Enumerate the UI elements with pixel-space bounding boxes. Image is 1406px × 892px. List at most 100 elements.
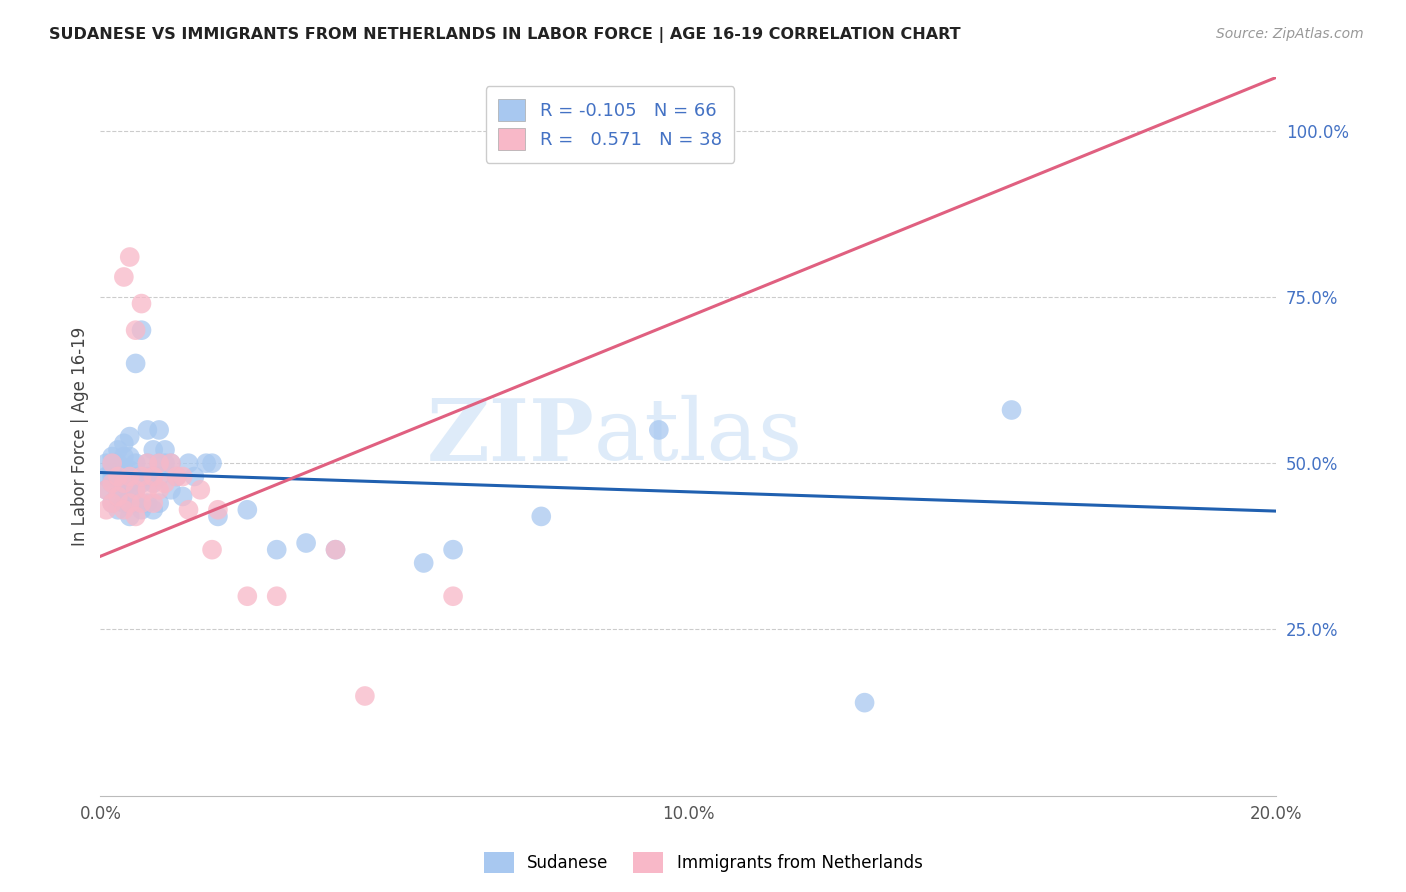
Point <box>101 456 124 470</box>
Point <box>107 502 129 516</box>
Point <box>131 476 153 491</box>
Point <box>124 483 146 497</box>
Point <box>142 442 165 457</box>
Point <box>112 483 135 497</box>
Point <box>266 542 288 557</box>
Point <box>131 502 153 516</box>
Point <box>172 490 194 504</box>
Point <box>124 323 146 337</box>
Point <box>1000 403 1022 417</box>
Point <box>207 502 229 516</box>
Point <box>207 509 229 524</box>
Point <box>148 456 170 470</box>
Point <box>142 502 165 516</box>
Point <box>142 496 165 510</box>
Point <box>124 469 146 483</box>
Point <box>648 423 671 437</box>
Legend: R = -0.105   N = 66, R =   0.571   N = 38: R = -0.105 N = 66, R = 0.571 N = 38 <box>485 87 734 163</box>
Point <box>160 456 183 470</box>
Point <box>136 496 159 510</box>
Point <box>188 483 211 497</box>
Point <box>101 496 124 510</box>
Point <box>124 456 146 470</box>
Point <box>530 509 553 524</box>
Point <box>118 476 141 491</box>
Point <box>118 496 141 510</box>
Point <box>160 456 183 470</box>
Point <box>112 270 135 285</box>
Point <box>266 589 288 603</box>
Point <box>112 502 135 516</box>
Point <box>136 456 159 470</box>
Point <box>136 469 159 483</box>
Point <box>153 456 176 470</box>
Point <box>148 496 170 510</box>
Point <box>201 542 224 557</box>
Point <box>131 496 153 510</box>
Point <box>96 483 118 497</box>
Point <box>107 469 129 483</box>
Point <box>96 502 118 516</box>
Point <box>96 456 118 470</box>
Point <box>148 483 170 497</box>
Point <box>148 469 170 483</box>
Point <box>107 490 129 504</box>
Point <box>441 589 464 603</box>
Point <box>118 429 141 443</box>
Point <box>136 456 159 470</box>
Point <box>236 502 259 516</box>
Point <box>412 556 434 570</box>
Point <box>177 456 200 470</box>
Point <box>236 589 259 603</box>
Point <box>160 483 183 497</box>
Point <box>96 483 118 497</box>
Point <box>112 436 135 450</box>
Point <box>107 469 129 483</box>
Point <box>124 496 146 510</box>
Y-axis label: In Labor Force | Age 16-19: In Labor Force | Age 16-19 <box>72 327 89 546</box>
Legend: Sudanese, Immigrants from Netherlands: Sudanese, Immigrants from Netherlands <box>477 846 929 880</box>
Point <box>107 490 129 504</box>
Point <box>166 469 188 483</box>
Point <box>131 296 153 310</box>
Point <box>142 476 165 491</box>
Point <box>118 509 141 524</box>
Point <box>172 469 194 483</box>
Text: atlas: atlas <box>595 395 803 478</box>
Point <box>101 476 124 491</box>
Point <box>131 323 153 337</box>
Point <box>148 456 170 470</box>
Point <box>131 469 153 483</box>
Point <box>112 496 135 510</box>
Point <box>177 502 200 516</box>
Text: Source: ZipAtlas.com: Source: ZipAtlas.com <box>1216 27 1364 41</box>
Text: SUDANESE VS IMMIGRANTS FROM NETHERLANDS IN LABOR FORCE | AGE 16-19 CORRELATION C: SUDANESE VS IMMIGRANTS FROM NETHERLANDS … <box>49 27 960 43</box>
Point <box>118 490 141 504</box>
Point <box>124 509 146 524</box>
Point <box>124 483 146 497</box>
Point <box>153 476 176 491</box>
Point <box>153 442 176 457</box>
Point <box>195 456 218 470</box>
Point <box>101 463 124 477</box>
Point <box>107 442 129 457</box>
Point <box>101 469 124 483</box>
Point <box>325 542 347 557</box>
Point <box>136 483 159 497</box>
Point <box>118 450 141 464</box>
Point <box>118 469 141 483</box>
Point <box>325 542 347 557</box>
Point <box>853 696 876 710</box>
Point <box>183 469 205 483</box>
Point <box>441 542 464 557</box>
Point <box>112 476 135 491</box>
Point <box>166 469 188 483</box>
Point <box>107 456 129 470</box>
Point <box>136 423 159 437</box>
Point <box>354 689 377 703</box>
Point <box>112 476 135 491</box>
Point <box>142 469 165 483</box>
Point <box>118 463 141 477</box>
Point <box>112 450 135 464</box>
Point <box>101 496 124 510</box>
